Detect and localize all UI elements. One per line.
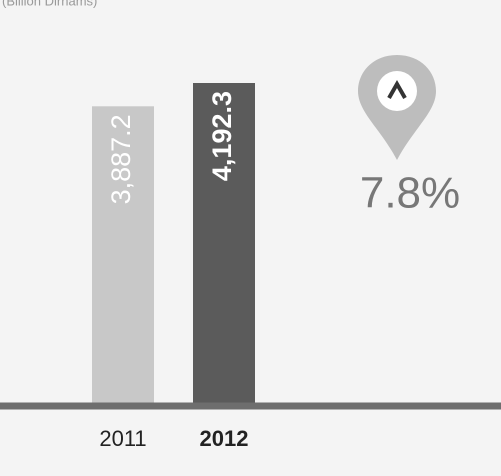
up-arrow-icon <box>387 79 407 99</box>
bar <box>193 83 255 403</box>
growth-annotation: 7.8% <box>360 169 460 218</box>
x-tick-label: 2012 <box>200 426 249 451</box>
chart-subtitle: (Billion Dirhams) <box>2 0 97 8</box>
x-tick-label: 2011 <box>99 426 146 451</box>
growth-pin <box>358 55 436 160</box>
value-label: 4,192.3 <box>207 91 237 181</box>
pin-hole <box>377 71 417 111</box>
value-label: 3,887.2 <box>106 114 136 204</box>
bar <box>92 106 154 404</box>
